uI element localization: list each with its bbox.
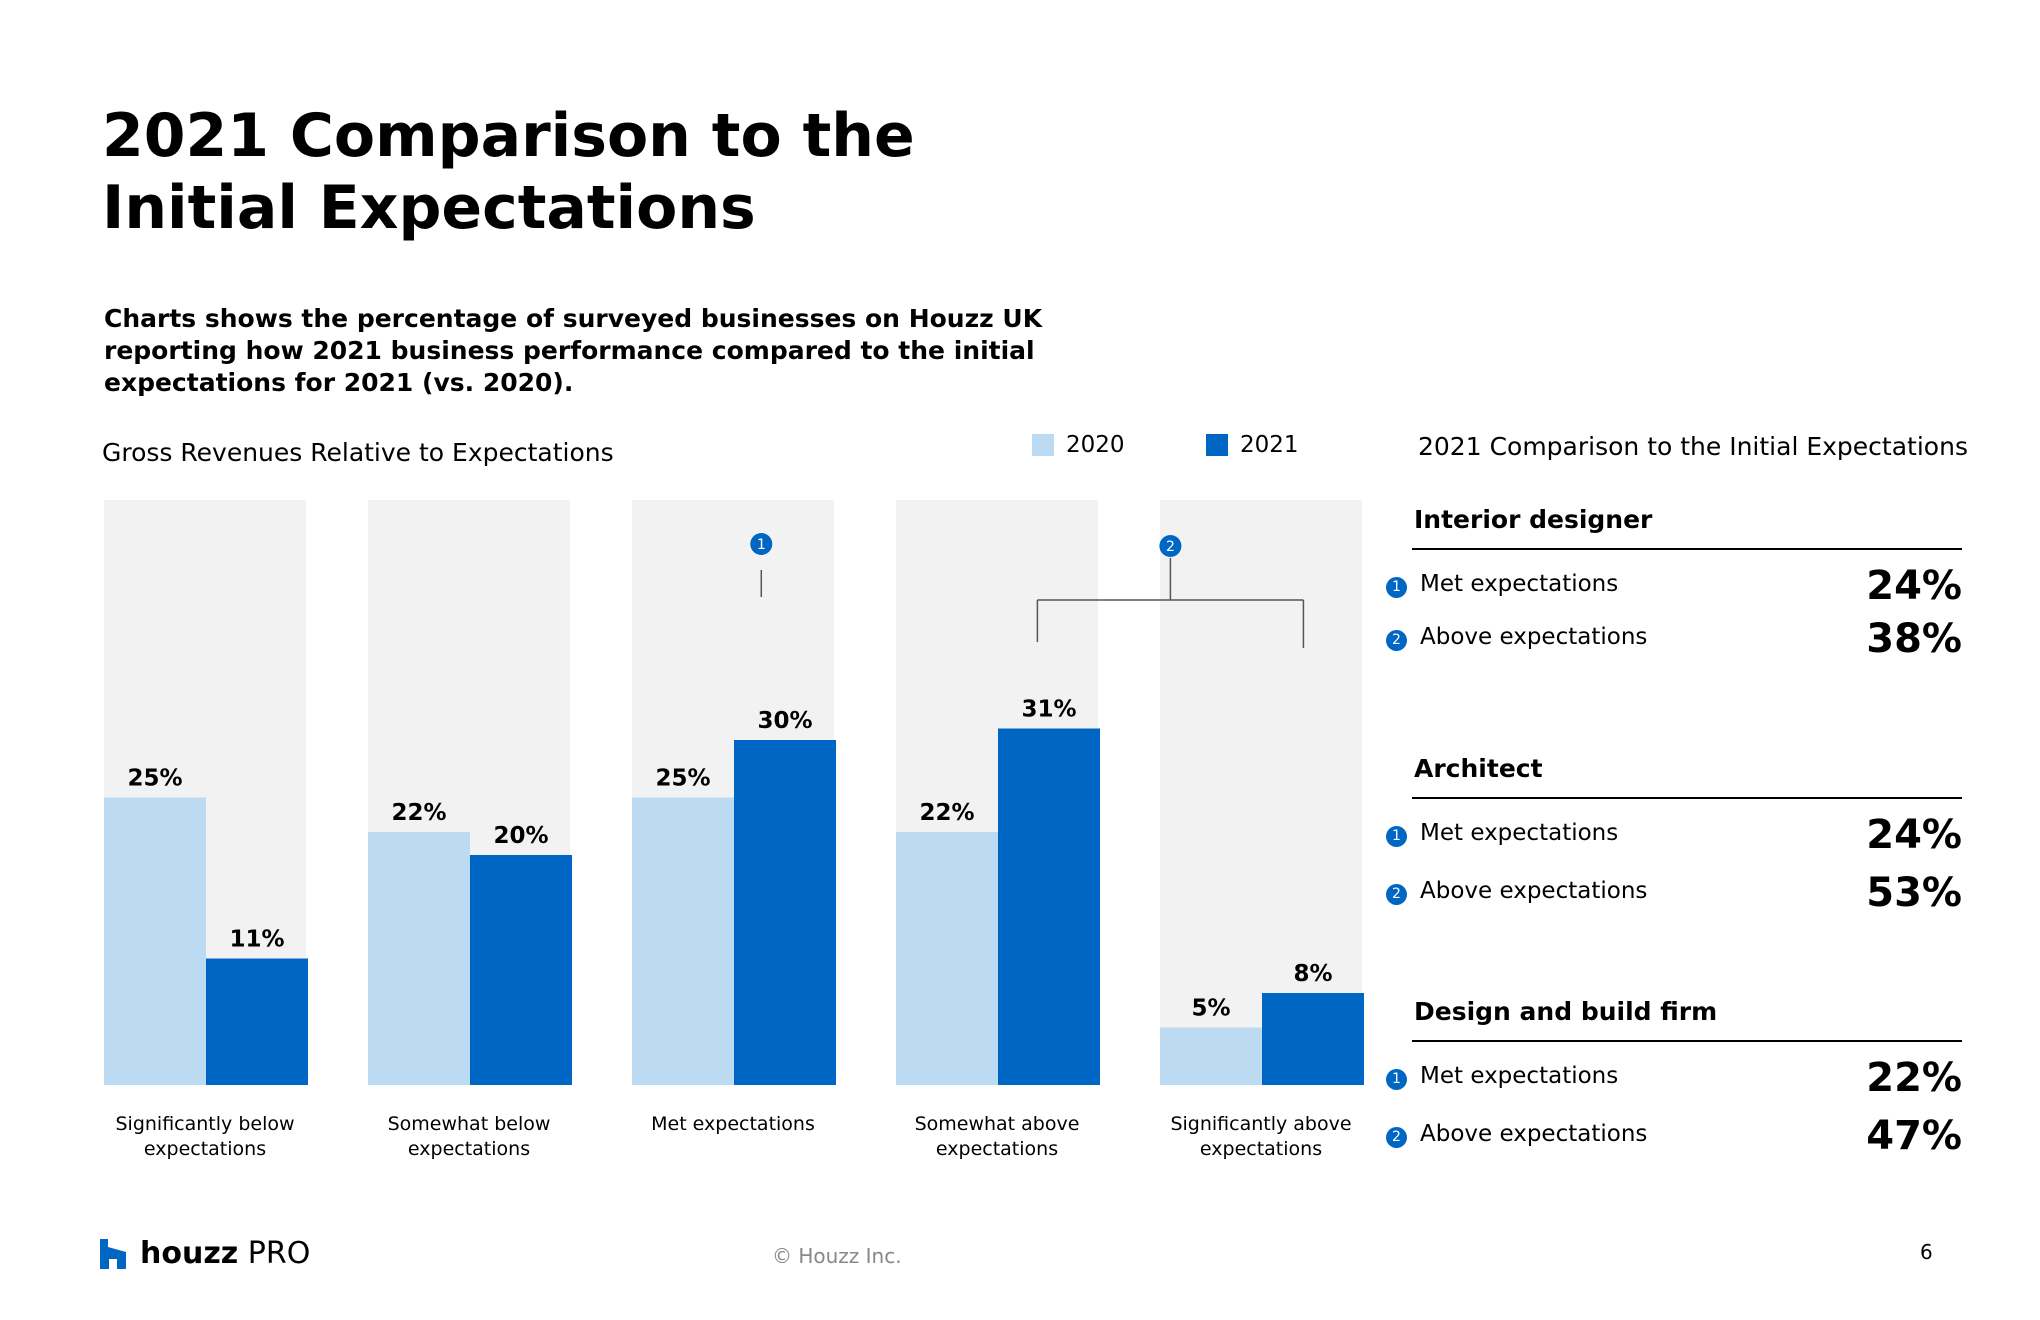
row-value: 38% bbox=[1866, 616, 1962, 662]
legend-label-2020: 2020 bbox=[1066, 432, 1125, 458]
bar-2020-3 bbox=[632, 797, 734, 1085]
data-label-2020-4: 22% bbox=[919, 800, 974, 826]
group-divider bbox=[1412, 1040, 1962, 1042]
row-label: Met expectations bbox=[1420, 1063, 1619, 1089]
row-met-expectations: 1 Met expectations 24% bbox=[1386, 563, 1962, 609]
bar-2020-1 bbox=[104, 797, 206, 1085]
legend-label-2021: 2021 bbox=[1240, 432, 1299, 458]
data-label-2021-1: 11% bbox=[229, 927, 284, 953]
bar-2021-2 bbox=[470, 855, 572, 1085]
marker-badge: 1 bbox=[1386, 577, 1407, 598]
row-met-expectations: 1 Met expectations 22% bbox=[1386, 1055, 1962, 1101]
marker-badge: 2 bbox=[1386, 1127, 1407, 1148]
x-tick-label-2: Somewhat below expectations bbox=[387, 1113, 551, 1160]
annotation-marker-2-label: 2 bbox=[1166, 539, 1175, 555]
row-label: Met expectations bbox=[1420, 571, 1619, 597]
bar-2020-2 bbox=[368, 832, 470, 1085]
chart-title: Gross Revenues Relative to Expectations bbox=[102, 438, 614, 467]
x-tick-label-5: Significantly above expectations bbox=[1170, 1113, 1352, 1160]
logo-wordmark: houzz PRO bbox=[140, 1236, 311, 1271]
row-value: 24% bbox=[1866, 812, 1962, 858]
group-divider bbox=[1412, 548, 1962, 550]
annotation-marker-1-label: 1 bbox=[757, 537, 766, 553]
row-value: 47% bbox=[1866, 1113, 1962, 1159]
marker-badge: 2 bbox=[1386, 884, 1407, 905]
houzz-pro-logo: houzz PRO bbox=[98, 1236, 310, 1271]
x-tick-label-3: Met expectations bbox=[651, 1113, 815, 1135]
group-name: Architect bbox=[1414, 754, 1543, 783]
data-label-2020-5: 5% bbox=[1191, 996, 1230, 1022]
annotation-marker-1-circle bbox=[750, 533, 773, 555]
row-label: Above expectations bbox=[1420, 878, 1648, 904]
group-divider bbox=[1412, 797, 1962, 799]
row-label: Met expectations bbox=[1420, 820, 1619, 846]
annotation-marker-2-circle bbox=[1159, 535, 1182, 557]
subtitle-line-3: expectations for 2021 (vs. 2020). bbox=[104, 368, 574, 397]
bar-2020-5 bbox=[1160, 1027, 1262, 1085]
marker-badge: 2 bbox=[1386, 630, 1407, 651]
houzz-house-icon bbox=[100, 1238, 126, 1269]
copyright: © Houzz Inc. bbox=[772, 1244, 902, 1268]
page-title-line-2: Initial Expectations bbox=[102, 173, 756, 243]
page-title-line-1: 2021 Comparison to the bbox=[102, 101, 915, 171]
bar-2020-4 bbox=[896, 832, 998, 1085]
legend-item-2020: 2020 bbox=[1032, 432, 1125, 458]
bar-2021-1 bbox=[206, 958, 308, 1085]
data-label-2020-3: 25% bbox=[655, 766, 710, 792]
row-met-expectations: 1 Met expectations 24% bbox=[1386, 812, 1962, 858]
data-label-2020-2: 22% bbox=[391, 800, 446, 826]
data-label-2021-2: 20% bbox=[493, 823, 548, 849]
data-label-2021-4: 31% bbox=[1021, 697, 1076, 723]
data-label-2020-1: 25% bbox=[127, 766, 182, 792]
row-label: Above expectations bbox=[1420, 1121, 1648, 1147]
legend-swatch-2020 bbox=[1032, 434, 1054, 456]
page-title: 2021 Comparison to the Initial Expectati… bbox=[102, 100, 1002, 244]
marker-badge: 1 bbox=[1386, 826, 1407, 847]
x-tick-label-1: Significantly below expectations bbox=[115, 1113, 295, 1160]
marker-badge: 1 bbox=[1386, 1069, 1407, 1090]
page-subtitle: Charts shows the percentage of surveyed … bbox=[104, 303, 1104, 399]
subtitle-line-2: reporting how 2021 business performance … bbox=[104, 336, 1035, 365]
subtitle-line-1: Charts shows the percentage of surveyed … bbox=[104, 304, 1043, 333]
row-value: 53% bbox=[1866, 870, 1962, 916]
row-above-expectations: 2 Above expectations 53% bbox=[1386, 870, 1962, 916]
legend-swatch-2021 bbox=[1206, 434, 1228, 456]
bar-2021-3 bbox=[734, 740, 836, 1085]
group-name: Interior designer bbox=[1414, 505, 1653, 534]
row-value: 24% bbox=[1866, 563, 1962, 609]
data-label-2021-5: 8% bbox=[1293, 961, 1332, 987]
row-value: 22% bbox=[1866, 1055, 1962, 1101]
page-number: 6 bbox=[1920, 1240, 1933, 1264]
legend-item-2021: 2021 bbox=[1206, 432, 1299, 458]
bar-2021-5 bbox=[1262, 993, 1364, 1085]
bar-2021-4 bbox=[998, 728, 1100, 1085]
row-above-expectations: 2 Above expectations 38% bbox=[1386, 616, 1962, 662]
panel-title: 2021 Comparison to the Initial Expectati… bbox=[1418, 432, 1968, 461]
group-name: Design and build firm bbox=[1414, 997, 1718, 1026]
column-background bbox=[1160, 500, 1362, 1085]
row-above-expectations: 2 Above expectations 47% bbox=[1386, 1113, 1962, 1159]
row-label: Above expectations bbox=[1420, 624, 1648, 650]
bar-chart: 25% 11% 22% 20% 25% 30% 22% 31% 5% 8% 1 2 bbox=[104, 500, 1364, 1085]
x-tick-label-4: Somewhat above expectations bbox=[914, 1113, 1080, 1160]
data-label-2021-3: 30% bbox=[757, 708, 812, 734]
